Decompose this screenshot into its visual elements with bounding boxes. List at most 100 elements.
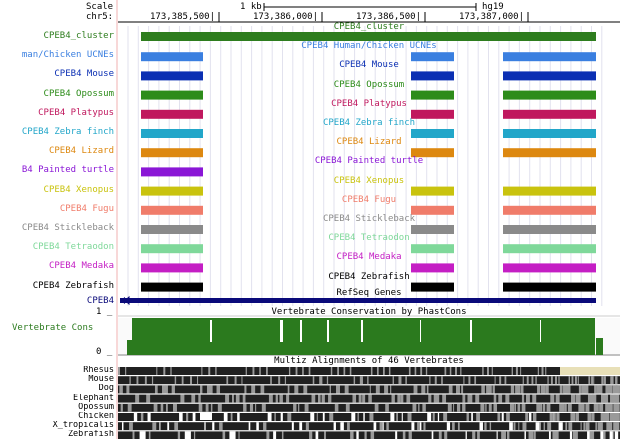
track-title[interactable]: CPEB4 Zebrafish	[328, 271, 410, 282]
track-title[interactable]: CPEB4 Fugu	[341, 194, 397, 205]
multiz-gap	[197, 376, 199, 385]
multiz-gap	[533, 431, 536, 439]
multiz-gap	[484, 422, 487, 431]
multiz-gap	[359, 376, 362, 385]
multiz-gap	[558, 376, 560, 385]
multiz-gap	[229, 431, 233, 439]
multiz-gap	[402, 431, 406, 439]
multiz-gap	[210, 403, 213, 412]
multiz-gap	[273, 431, 277, 439]
multiz-gap	[270, 376, 272, 385]
multiz-gap	[510, 385, 515, 394]
track-title[interactable]: CPEB4 Platypus	[331, 98, 407, 109]
track-label[interactable]: CPEB4 Medaka	[48, 261, 114, 272]
multiz-gap	[578, 403, 583, 412]
track-title[interactable]: CPEB4 Opossum	[333, 79, 405, 90]
multiz-gap	[547, 422, 552, 431]
element-bar	[141, 263, 203, 273]
multiz-gap	[267, 413, 272, 421]
track-label[interactable]: CPEB4 Zebrafish	[32, 280, 114, 291]
multiz-gap	[545, 385, 549, 394]
element-bar	[503, 109, 596, 119]
multiz-gap	[612, 413, 617, 421]
multiz-gap	[184, 431, 189, 439]
track-title[interactable]: CPEB4 Zebra finch	[322, 118, 416, 128]
multiz-gap	[209, 385, 213, 394]
multiz-gap	[159, 422, 161, 431]
multiz-gap	[280, 413, 283, 421]
multiz-species-label[interactable]: Chicken	[78, 412, 114, 421]
multiz-gap	[367, 376, 369, 385]
multiz-species-label[interactable]: Dog	[98, 384, 114, 394]
multiz-gap	[180, 394, 185, 403]
track-title[interactable]: CPEB4 Human/Chicken UCNEs	[301, 41, 437, 52]
multiz-gap	[426, 385, 429, 394]
multiz-gap	[532, 413, 537, 421]
multiz-gap	[232, 394, 234, 403]
track-label[interactable]: CPEB4 Zebra finch	[21, 127, 114, 137]
multiz-gap	[599, 422, 603, 431]
multiz-species-label[interactable]: Elephant	[73, 393, 114, 403]
multiz-gap	[516, 385, 521, 394]
track-label[interactable]: man/Chicken UCNEs	[21, 50, 114, 61]
track-label[interactable]: CPEB4 Fugu	[59, 203, 114, 214]
element-bar	[411, 90, 454, 100]
multiz-gap	[400, 394, 404, 403]
track-label[interactable]: CPEB4 Mouse	[54, 69, 114, 80]
track-title[interactable]: CPEB4 Stickleback	[322, 214, 416, 224]
multiz-gap	[362, 394, 366, 403]
multiz-species-label[interactable]: X_tropicalis	[52, 421, 114, 431]
track-title[interactable]: CPEB4 Medaka	[336, 252, 402, 263]
multiz-gap	[597, 422, 601, 431]
multiz-gap	[160, 403, 164, 412]
conservation-track-title[interactable]: Vertebrate Conservation by PhastCons	[271, 307, 467, 317]
track-label[interactable]: CPEB4_cluster	[43, 31, 114, 41]
multiz-gap	[418, 403, 420, 412]
track-label[interactable]: CPEB4 Tetraodon	[32, 242, 114, 253]
multiz-gap	[498, 394, 503, 403]
track-title[interactable]: CPEB4 Tetraodon	[328, 233, 410, 244]
multiz-track-title[interactable]: Multiz Alignments of 46 Vertebrates	[274, 356, 464, 366]
element-bar	[503, 186, 596, 196]
refseq-track-title[interactable]: RefSeq Genes	[336, 288, 402, 298]
multiz-gap	[536, 403, 541, 412]
track-title[interactable]: CPEB4_cluster	[333, 22, 405, 32]
track-label[interactable]: CPEB4 Stickleback	[21, 223, 114, 233]
element-bar	[411, 129, 454, 138]
track-label[interactable]: CPEB4 Lizard	[48, 146, 114, 157]
multiz-gap	[428, 394, 432, 403]
conservation-label[interactable]: Vertebrate Cons	[12, 323, 94, 333]
multiz-gap	[487, 367, 489, 375]
track-title[interactable]: CPEB4 Painted turtle	[314, 156, 424, 167]
multiz-gap	[584, 385, 589, 394]
multiz-gap	[319, 376, 322, 385]
multiz-gap	[594, 385, 597, 394]
multiz-gap	[305, 422, 309, 431]
multiz-species-label[interactable]: Mouse	[88, 375, 114, 385]
element-bar	[503, 263, 596, 273]
multiz-gap	[119, 385, 123, 394]
multiz-gap	[181, 376, 184, 385]
multiz-gap	[574, 376, 577, 385]
multiz-gap	[148, 431, 151, 439]
multiz-gap	[244, 385, 247, 394]
track-label[interactable]: CPEB4 Xenopus	[43, 184, 114, 195]
multiz-gap	[200, 412, 212, 420]
multiz-gap	[529, 431, 534, 439]
refseq-gene-label[interactable]: CPEB4	[86, 296, 114, 306]
multiz-gap	[350, 431, 354, 439]
multiz-species-label[interactable]: Rhesus	[83, 366, 114, 375]
multiz-species-label[interactable]: Opossum	[78, 402, 114, 412]
track-title[interactable]: CPEB4 Xenopus	[333, 175, 405, 186]
track-label[interactable]: B4 Painted turtle	[21, 165, 114, 176]
multiz-species-label[interactable]: Zebrafish	[67, 430, 114, 439]
multiz-gap	[388, 367, 391, 375]
multiz-gap	[593, 376, 595, 385]
track-title[interactable]: CPEB4 Lizard	[336, 137, 402, 148]
multiz-gap	[412, 403, 417, 412]
multiz-gap	[345, 403, 350, 412]
track-label[interactable]: CPEB4 Opossum	[43, 88, 114, 99]
track-title[interactable]: CPEB4 Mouse	[339, 60, 399, 71]
track-label[interactable]: CPEB4 Platypus	[38, 107, 114, 118]
multiz-gap	[118, 367, 120, 375]
